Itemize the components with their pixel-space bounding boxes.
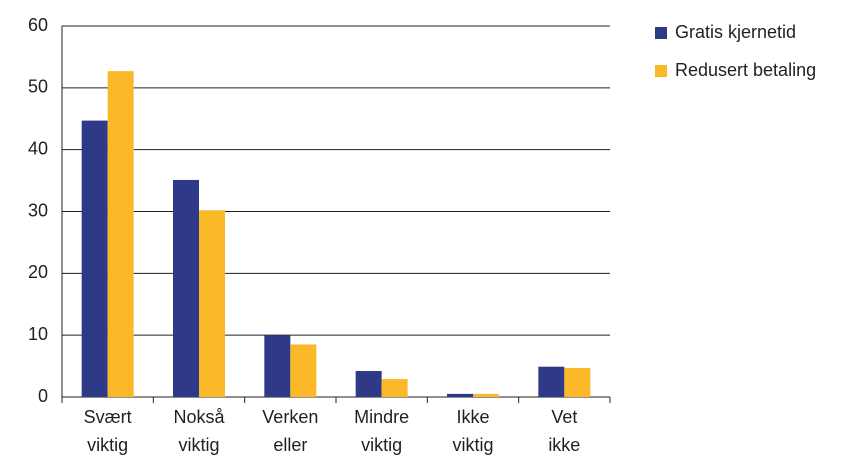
bar [199,210,225,397]
x-tick-label: eller [273,435,307,455]
bar [264,335,291,397]
y-tick-label: 40 [28,138,48,158]
legend-swatch [655,65,667,77]
x-tick-label: viktig [87,435,128,455]
y-tick-label: 30 [28,200,48,220]
bar [473,393,499,397]
x-tick-label: Nokså [173,407,225,427]
bar [107,71,134,397]
bar [381,379,408,397]
x-tick-label: Verken [262,407,318,427]
x-tick-label: Mindre [354,407,409,427]
x-tick-label: ikke [548,435,580,455]
y-tick-label: 20 [28,262,48,282]
bar [447,393,473,397]
y-tick-label: 0 [38,386,48,406]
y-tick-label: 10 [28,324,48,344]
x-tick-label: Vet [551,407,577,427]
legend-label: Redusert betaling [675,60,816,80]
bar [173,179,199,397]
legend-label: Gratis kjernetid [675,22,796,42]
x-tick-label: viktig [452,435,493,455]
y-tick-label: 50 [28,77,48,97]
bar [355,371,382,397]
x-tick-label: viktig [178,435,219,455]
bar [538,366,565,397]
legend-swatch [655,27,667,39]
bar [290,344,317,397]
x-tick-label: viktig [361,435,402,455]
bar [81,120,108,397]
bar [564,367,591,397]
x-tick-label: Svært [84,407,132,427]
y-tick-label: 60 [28,15,48,35]
x-tick-label: Ikke [456,407,489,427]
